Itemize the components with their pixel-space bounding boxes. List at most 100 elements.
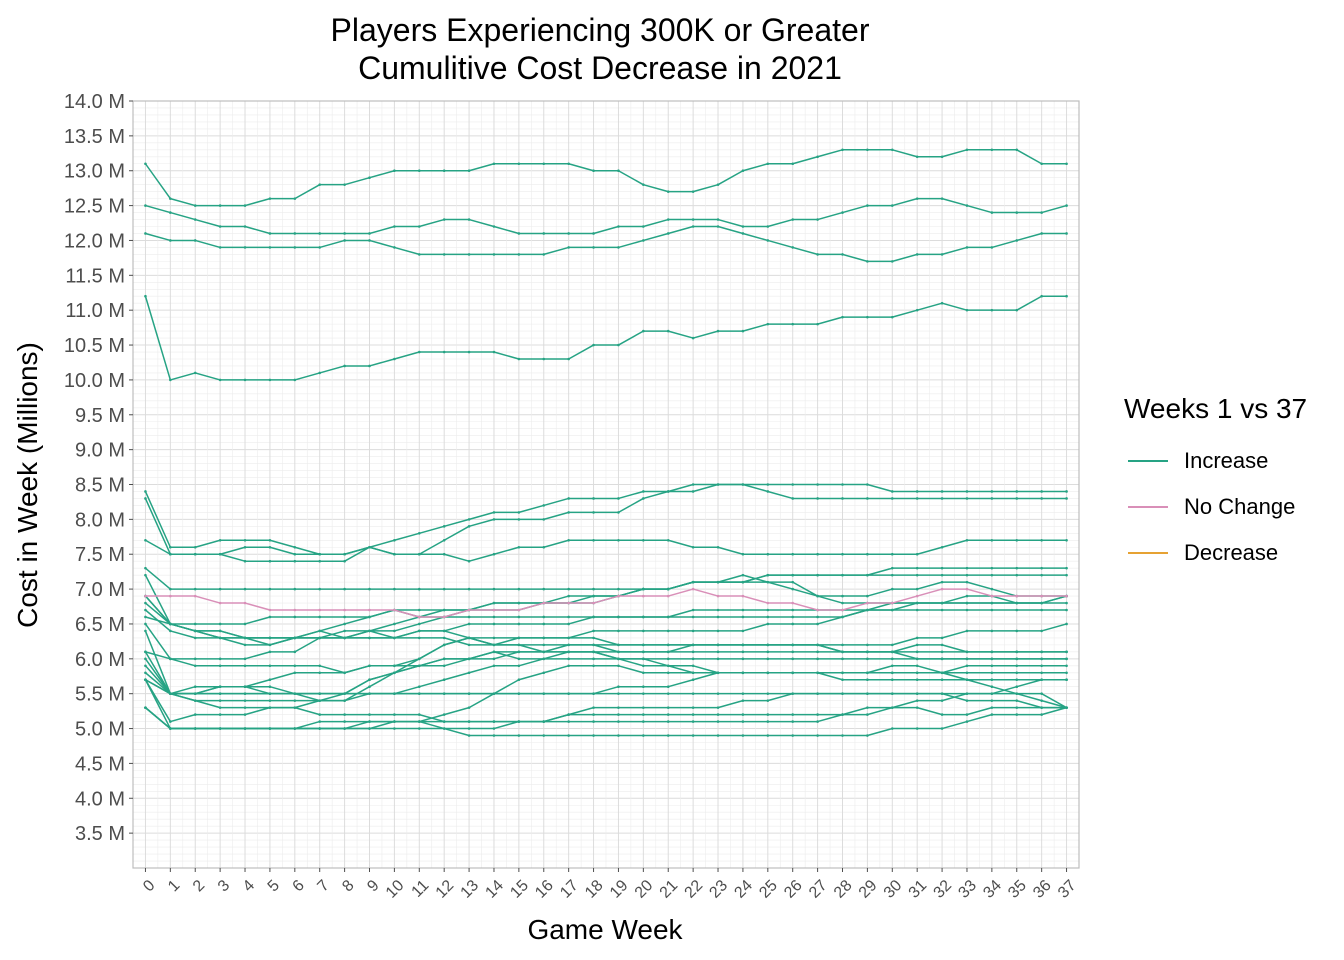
y-tick-label: 4.0 M bbox=[75, 788, 125, 810]
data-point bbox=[866, 650, 869, 654]
data-point bbox=[492, 636, 496, 640]
data-point bbox=[915, 727, 919, 730]
data-point bbox=[144, 538, 147, 542]
data-point bbox=[866, 315, 869, 319]
data-point bbox=[567, 615, 570, 619]
data-point bbox=[766, 615, 770, 619]
data-point bbox=[642, 650, 645, 654]
data-point bbox=[766, 601, 770, 605]
data-point bbox=[915, 636, 919, 640]
data-point bbox=[318, 671, 322, 675]
data-point bbox=[467, 734, 471, 737]
data-point bbox=[866, 260, 869, 263]
data-point bbox=[467, 727, 471, 730]
data-point bbox=[841, 552, 844, 556]
data-point bbox=[417, 629, 421, 633]
y-tick-label: 14.0 M bbox=[64, 91, 125, 113]
data-point bbox=[965, 497, 969, 500]
data-point bbox=[766, 490, 770, 493]
data-point bbox=[990, 650, 994, 654]
data-point bbox=[417, 608, 421, 612]
data-point bbox=[617, 650, 620, 654]
data-point bbox=[218, 699, 222, 702]
data-point bbox=[467, 636, 471, 640]
data-point bbox=[343, 727, 346, 730]
data-point bbox=[1015, 692, 1019, 695]
data-point bbox=[567, 511, 570, 514]
data-point bbox=[442, 253, 446, 256]
data-point bbox=[890, 315, 894, 319]
data-point bbox=[343, 636, 346, 640]
data-point bbox=[393, 552, 396, 556]
data-point bbox=[866, 713, 869, 716]
series-line bbox=[145, 539, 1067, 562]
x-tick-label: 12 bbox=[433, 877, 458, 902]
data-point bbox=[492, 643, 496, 647]
data-point bbox=[144, 573, 147, 577]
data-point bbox=[691, 615, 695, 619]
data-point bbox=[617, 246, 620, 249]
data-point bbox=[990, 601, 994, 605]
data-point bbox=[791, 650, 795, 654]
data-point bbox=[293, 246, 297, 249]
data-point bbox=[567, 657, 570, 661]
data-point bbox=[617, 734, 620, 737]
x-tick-label: 31 bbox=[906, 877, 931, 902]
data-point bbox=[915, 197, 919, 200]
data-point bbox=[666, 643, 670, 647]
data-point bbox=[368, 720, 371, 723]
data-point bbox=[218, 378, 222, 382]
data-point bbox=[965, 678, 969, 682]
x-tick-label: 19 bbox=[607, 877, 632, 902]
x-axis-ticks: 0 1 2 3 4 5 6 7 8 9 10 11 12 13 14 15 16 17 18 19 20 21 22 23 24… bbox=[140, 868, 1080, 902]
data-point bbox=[318, 699, 322, 702]
data-point bbox=[866, 148, 869, 152]
data-point bbox=[193, 657, 197, 661]
data-point bbox=[1065, 594, 1068, 598]
data-point bbox=[417, 552, 421, 556]
data-point bbox=[592, 720, 595, 723]
data-point bbox=[592, 692, 595, 695]
data-point bbox=[293, 197, 297, 200]
data-point bbox=[716, 329, 720, 333]
data-point bbox=[343, 183, 346, 186]
data-point bbox=[592, 734, 595, 737]
x-tick-label: 0 bbox=[140, 877, 158, 895]
data-point bbox=[915, 664, 919, 668]
data-point bbox=[343, 587, 346, 591]
data-point bbox=[890, 601, 894, 605]
data-point bbox=[716, 629, 720, 633]
data-point bbox=[816, 643, 819, 647]
data-point bbox=[492, 511, 496, 514]
data-point bbox=[343, 720, 346, 723]
data-point bbox=[965, 657, 969, 661]
data-point bbox=[592, 511, 595, 514]
data-point bbox=[965, 650, 969, 654]
y-tick-label: 3.5 M bbox=[75, 823, 125, 845]
data-point bbox=[617, 720, 620, 723]
data-point bbox=[442, 629, 446, 633]
legend-item-no-change: No Change bbox=[1128, 492, 1338, 522]
data-point bbox=[343, 239, 346, 242]
data-point bbox=[492, 692, 496, 695]
data-point bbox=[642, 720, 645, 723]
data-point bbox=[866, 497, 869, 500]
data-point bbox=[965, 204, 969, 207]
data-point bbox=[691, 664, 695, 668]
data-point bbox=[567, 713, 570, 716]
data-point bbox=[1040, 538, 1043, 542]
data-point bbox=[841, 594, 844, 598]
data-point bbox=[741, 650, 745, 654]
y-tick-label: 12.0 M bbox=[64, 230, 125, 252]
data-point bbox=[467, 615, 471, 619]
data-point bbox=[218, 685, 222, 689]
data-point bbox=[417, 615, 421, 619]
x-tick-label: 1 bbox=[165, 877, 183, 895]
data-point bbox=[442, 692, 446, 695]
data-point bbox=[716, 218, 720, 221]
data-point bbox=[716, 594, 720, 598]
data-point bbox=[393, 622, 396, 626]
data-point bbox=[467, 622, 471, 626]
data-point bbox=[965, 699, 969, 702]
data-point bbox=[691, 692, 695, 695]
